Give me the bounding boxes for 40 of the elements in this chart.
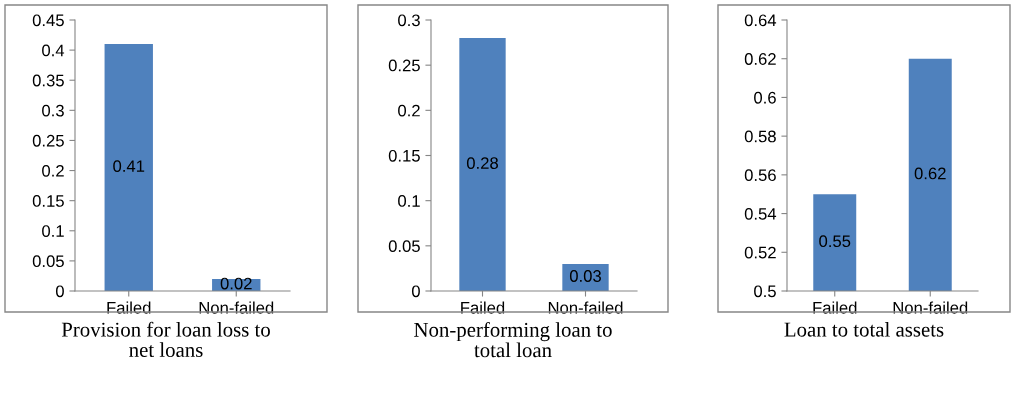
x-axis-title: Loan to total assets	[784, 322, 944, 337]
data-label: 0.41	[113, 160, 145, 173]
y-tick-label: 0.25	[388, 59, 420, 72]
x-axis-title: Non-performing loan to total loan	[414, 322, 612, 358]
x-tick-label: Non-failed	[893, 301, 968, 314]
y-tick-label: 0.3	[398, 14, 420, 27]
y-tick-label: 0.1	[42, 225, 64, 237]
y-tick-label: 0	[411, 285, 420, 298]
x-tick-label: Non-failed	[199, 301, 274, 314]
y-tick-label: 0.25	[32, 134, 64, 147]
y-tick-label: 0.62	[744, 53, 776, 65]
x-axis-title: Provision for loan loss to net loans	[61, 321, 270, 357]
y-tick-label: 0	[55, 285, 64, 298]
y-tick-label: 0.15	[32, 195, 64, 207]
data-label: 0.55	[819, 235, 851, 248]
y-tick-label: 0.54	[744, 207, 777, 220]
y-tick-label: 0.6	[754, 91, 776, 104]
x-tick-label: Failed	[461, 301, 505, 314]
y-tick-label: 0.3	[42, 104, 64, 117]
y-tick-label: 0.15	[388, 149, 420, 162]
y-tick-label: 0.2	[42, 164, 64, 177]
y-tick-label: 0.4	[42, 44, 65, 57]
data-label: 0.28	[466, 157, 498, 170]
data-label: 0.62	[914, 167, 946, 180]
y-tick-label: 0.64	[744, 14, 777, 27]
y-tick-label: 0.05	[388, 240, 420, 253]
x-tick-label: Failed	[107, 301, 151, 314]
x-tick-label: Non-failed	[548, 301, 623, 314]
x-tick-label: Failed	[813, 301, 857, 314]
y-tick-label: 0.45	[32, 14, 64, 27]
y-tick-label: 0.56	[744, 169, 776, 182]
y-tick-label: 0.05	[32, 255, 64, 268]
data-label: 0.02	[220, 277, 252, 290]
y-tick-label: 0.5	[754, 285, 776, 298]
y-tick-label: 0.1	[398, 195, 420, 207]
y-tick-label: 0.58	[744, 130, 776, 143]
y-tick-label: 0.35	[32, 74, 64, 87]
y-tick-label: 0.2	[398, 104, 420, 117]
y-tick-label: 0.52	[744, 246, 776, 259]
data-label: 0.03	[569, 270, 601, 282]
